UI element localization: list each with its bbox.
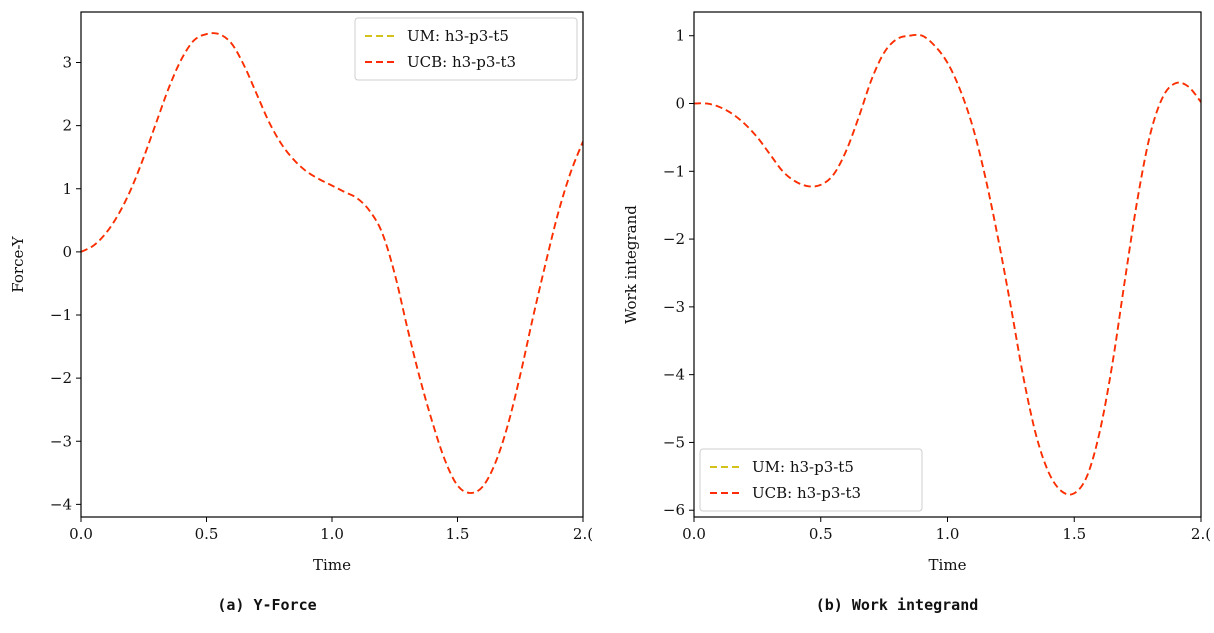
- x-tick-label: 1.0: [936, 525, 960, 543]
- x-tick-label: 1.0: [320, 525, 344, 543]
- chart-work-integrand: 0.0 0.5 1.0 1.5 2.( −6 −5 −4 −3 −2 −1 0 1 Time Work …: [622, 11, 1211, 574]
- y-tick-label: −3: [50, 432, 72, 450]
- caption-a: (a) Y-Force: [217, 596, 316, 614]
- y-tick-label: −6: [663, 501, 685, 519]
- plot-area: [81, 32, 583, 494]
- y-tick-label: −2: [663, 230, 685, 248]
- y-tick-label: −1: [50, 306, 72, 324]
- y-tick-label: −1: [663, 162, 685, 180]
- legend-label-um: UM: h3-p3-t5: [752, 458, 854, 476]
- y-tick-label: 1: [62, 180, 72, 198]
- x-tick-label: 0.0: [69, 525, 93, 543]
- y-tick-label: 1: [675, 27, 685, 45]
- y-tick-label: 2: [62, 117, 72, 135]
- legend-label-um: UM: h3-p3-t5: [407, 27, 509, 45]
- legend-label-ucb: UCB: h3-p3-t3: [407, 53, 516, 71]
- axes-frame: [80, 11, 584, 518]
- series-line-um: [694, 33, 1201, 496]
- plot-area: [694, 33, 1201, 496]
- axes-frame: [693, 11, 1202, 518]
- legend-label-ucb: UCB: h3-p3-t3: [752, 484, 861, 502]
- y-tick-label: 0: [62, 243, 72, 261]
- caption-b: (b) Work integrand: [816, 596, 979, 614]
- legend-box: [354, 17, 578, 81]
- x-tick-label: 2.(: [573, 525, 593, 543]
- x-tick-label: 1.5: [1062, 525, 1086, 543]
- x-tick-label: 1.5: [446, 525, 470, 543]
- x-tick-label: 2.(: [1191, 525, 1211, 543]
- x-tick-label: 0.0: [682, 525, 706, 543]
- y-tick-label: −4: [50, 495, 72, 513]
- y-tick-label: −2: [50, 369, 72, 387]
- y-tick-label: 0: [675, 95, 685, 113]
- y-tick-label: −5: [663, 433, 685, 451]
- y-axis-label: Work integrand: [622, 205, 640, 324]
- y-tick-label: 3: [62, 54, 72, 72]
- legend: UM: h3-p3-t5 UCB: h3-p3-t3: [354, 17, 578, 81]
- tick-layer: 0.0 0.5 1.0 1.5 2.( −6 −5 −4 −3 −2 −1 0 1: [663, 27, 1211, 543]
- series-line-ucb: [81, 32, 583, 494]
- series-line-ucb: [694, 33, 1201, 496]
- y-tick-label: −4: [663, 366, 685, 384]
- y-tick-label: −3: [663, 298, 685, 316]
- x-axis-label: Time: [929, 556, 967, 574]
- y-axis-label: Force-Y: [9, 235, 27, 292]
- legend-box: [699, 448, 923, 512]
- x-tick-label: 0.5: [809, 525, 833, 543]
- series-line-um: [81, 32, 583, 494]
- x-axis-label: Time: [313, 556, 351, 574]
- tick-layer: 0.0 0.5 1.0 1.5 2.( −4 −3 −2 −1 0 1 2 3: [50, 54, 593, 544]
- chart-y-force: 0.0 0.5 1.0 1.5 2.( −4 −3 −2 −1 0 1 2 3 Time Force-Y…: [9, 11, 593, 574]
- legend: UM: h3-p3-t5 UCB: h3-p3-t3: [699, 448, 923, 512]
- x-tick-label: 0.5: [195, 525, 219, 543]
